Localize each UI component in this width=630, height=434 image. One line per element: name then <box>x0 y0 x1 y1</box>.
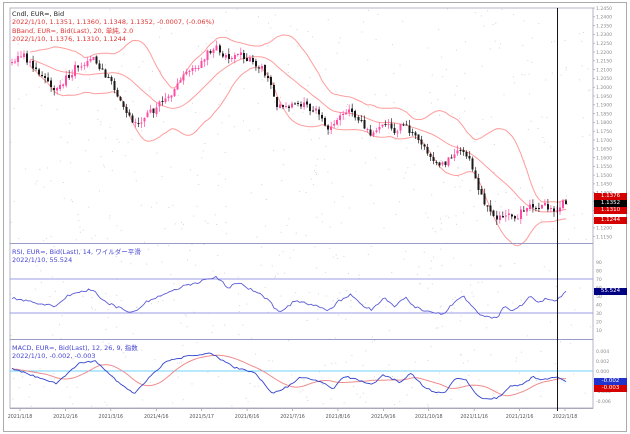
bband-value-badge: 1.1376 <box>594 193 627 200</box>
svg-text:2022/1/18: 2022/1/18 <box>553 414 578 420</box>
svg-text:20: 20 <box>596 319 602 325</box>
svg-text:1.2450: 1.2450 <box>596 6 612 12</box>
svg-text:2021/8/16: 2021/8/16 <box>326 414 351 420</box>
last-price-badge: 1.1352 <box>594 200 627 207</box>
svg-text:1.1450: 1.1450 <box>596 182 612 188</box>
svg-text:1.2400: 1.2400 <box>596 15 612 21</box>
svg-text:1.1150: 1.1150 <box>596 235 612 241</box>
svg-text:2021/11/16: 2021/11/16 <box>460 414 488 420</box>
axis-divider <box>10 408 593 409</box>
svg-text:2021/5/17: 2021/5/17 <box>189 414 214 420</box>
svg-text:1.1800: 1.1800 <box>596 120 612 126</box>
bband-value-badge: 1.1310 <box>594 207 627 214</box>
svg-text:2021/1/18: 2021/1/18 <box>8 414 33 420</box>
macd-value-badge: -0.003 <box>594 385 627 392</box>
svg-text:10: 10 <box>596 328 602 334</box>
svg-text:2021/12/16: 2021/12/16 <box>506 414 534 420</box>
svg-text:0.002: 0.002 <box>596 359 609 365</box>
svg-text:2021/9/16: 2021/9/16 <box>371 414 396 420</box>
svg-text:1.1500: 1.1500 <box>596 173 612 179</box>
svg-text:40: 40 <box>596 302 602 308</box>
svg-text:0.000: 0.000 <box>596 369 609 375</box>
svg-text:1.2000: 1.2000 <box>596 85 612 91</box>
svg-text:1.1700: 1.1700 <box>596 138 612 144</box>
time-axis[interactable] <box>10 408 593 428</box>
svg-text:1.1950: 1.1950 <box>596 94 612 100</box>
svg-text:2021/10/18: 2021/10/18 <box>415 414 443 420</box>
svg-text:70: 70 <box>596 277 602 283</box>
svg-text:80: 80 <box>596 268 602 274</box>
svg-text:1.1550: 1.1550 <box>596 164 612 170</box>
svg-text:1.1200: 1.1200 <box>596 226 612 232</box>
svg-text:2021/6/16: 2021/6/16 <box>235 414 260 420</box>
rsi-value-badge: 55.524 <box>594 288 627 295</box>
svg-text:1.2300: 1.2300 <box>596 32 612 38</box>
svg-text:50: 50 <box>596 294 602 300</box>
svg-text:1.2150: 1.2150 <box>596 59 612 65</box>
svg-text:1.1900: 1.1900 <box>596 103 612 109</box>
bband-value-badge: 1.1244 <box>594 217 627 224</box>
panel-divider-rsi[interactable] <box>10 243 593 244</box>
svg-text:1.1600: 1.1600 <box>596 155 612 161</box>
svg-text:2021/4/16: 2021/4/16 <box>144 414 169 420</box>
svg-text:1.1650: 1.1650 <box>596 147 612 153</box>
svg-text:1.1750: 1.1750 <box>596 129 612 135</box>
svg-text:90: 90 <box>596 260 602 266</box>
svg-text:1.2350: 1.2350 <box>596 23 612 29</box>
panel-divider-macd[interactable] <box>10 339 593 340</box>
svg-text:1.2050: 1.2050 <box>596 76 612 82</box>
svg-text:2021/3/16: 2021/3/16 <box>99 414 124 420</box>
svg-text:1.2200: 1.2200 <box>596 50 612 56</box>
svg-text:1.2250: 1.2250 <box>596 41 612 47</box>
chart-plot-area[interactable] <box>10 8 593 408</box>
svg-text:0.004: 0.004 <box>596 349 609 355</box>
svg-text:1.2100: 1.2100 <box>596 67 612 73</box>
svg-text:-0.006: -0.006 <box>596 399 611 405</box>
svg-text:30: 30 <box>596 311 602 317</box>
svg-text:1.1850: 1.1850 <box>596 111 612 117</box>
svg-text:2021/2/16: 2021/2/16 <box>53 414 78 420</box>
svg-text:2021/7/16: 2021/7/16 <box>280 414 305 420</box>
crosshair-line <box>557 8 558 411</box>
macd-value-badge: -0.002 <box>594 378 627 385</box>
